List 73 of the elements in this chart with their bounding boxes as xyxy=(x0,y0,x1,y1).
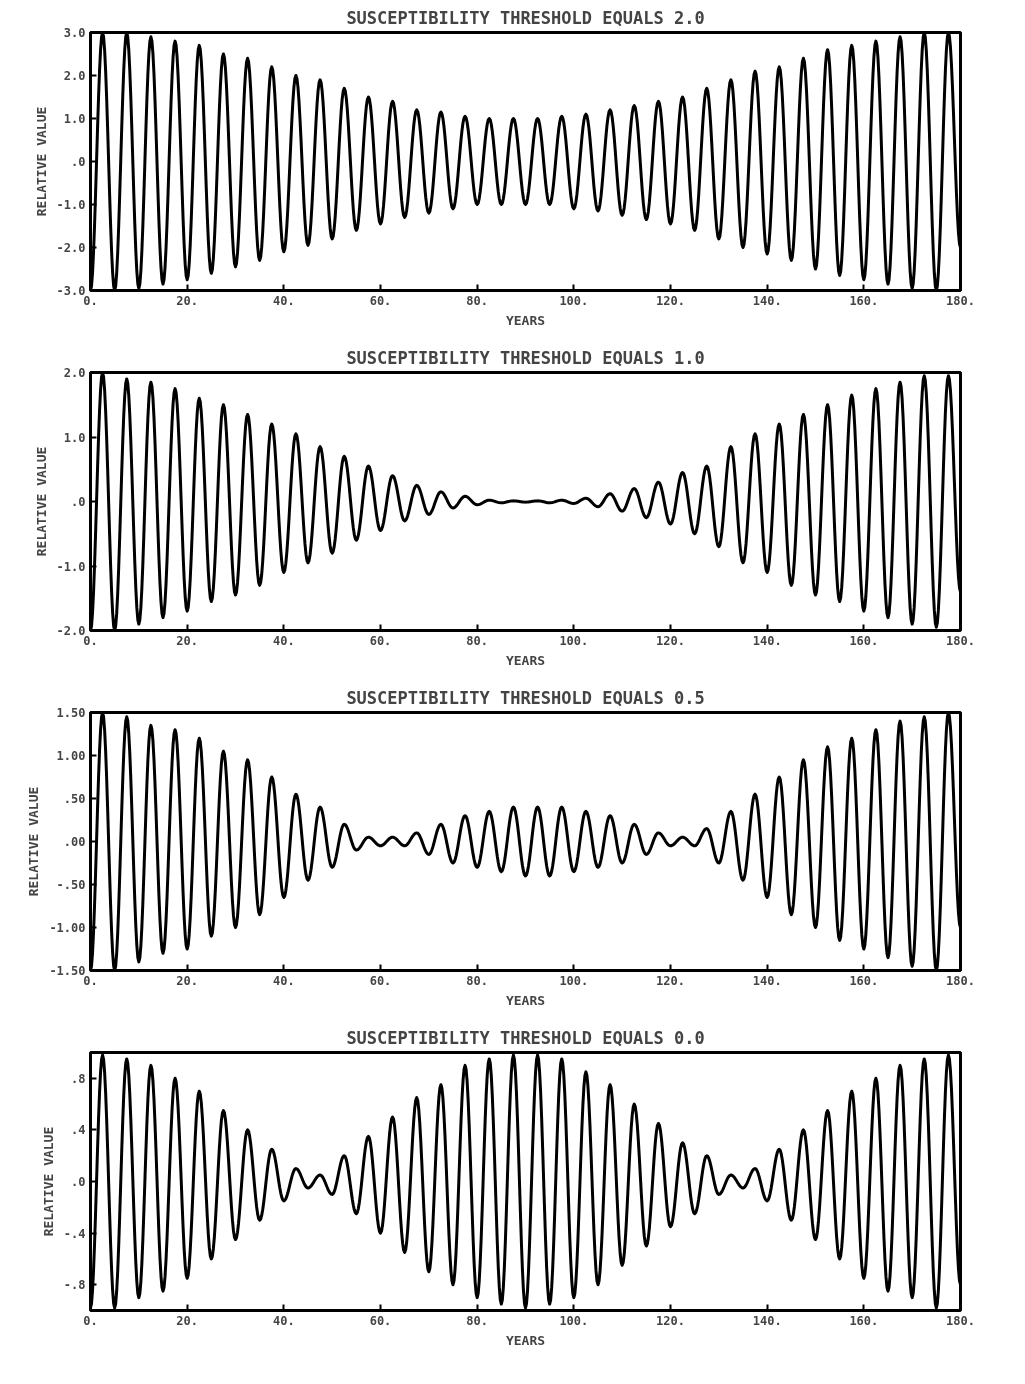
y-tick-label: 1.0 xyxy=(63,112,86,126)
x-tick-label: 140. xyxy=(752,1313,782,1328)
x-tick-label: 100. xyxy=(559,1313,589,1328)
x-tick-label: 0. xyxy=(83,1313,98,1328)
x-tick-label: 120. xyxy=(656,293,685,308)
y-tick-label: .0 xyxy=(71,1175,86,1189)
y-tick-label: 2.0 xyxy=(63,69,86,83)
x-tick-label: 40. xyxy=(273,1313,295,1328)
chart-title: SUSCEPTIBILITY THRESHOLD EQUALS 2.0 xyxy=(346,7,705,28)
x-tick-label: 60. xyxy=(369,293,392,308)
x-tick-label: 100. xyxy=(559,633,589,648)
y-tick-label: 1.0 xyxy=(63,430,86,445)
x-tick-label: 160. xyxy=(849,1313,879,1328)
x-tick-label: 180. xyxy=(946,293,975,308)
x-tick-label: 120. xyxy=(656,973,685,988)
x-tick-label: 20. xyxy=(176,293,199,308)
x-tick-label: 0. xyxy=(83,293,98,308)
chart-title: SUSCEPTIBILITY THRESHOLD EQUALS 1.0 xyxy=(346,347,705,368)
x-tick-label: 80. xyxy=(466,293,489,308)
y-tick-label: -1.0 xyxy=(56,198,86,212)
x-tick-label: 0. xyxy=(83,973,98,988)
x-tick-label: 0. xyxy=(83,633,98,648)
x-tick-label: 140. xyxy=(752,973,782,988)
y-axis-title: RELATIVE VALUE xyxy=(33,446,49,557)
y-tick-label: -.8 xyxy=(63,1278,86,1293)
y-tick-label: .4 xyxy=(71,1123,86,1138)
x-axis-title: YEARS xyxy=(505,992,546,1008)
y-tick-label: 2.0 xyxy=(63,366,86,380)
chart-title: SUSCEPTIBILITY THRESHOLD EQUALS 0.0 xyxy=(346,1027,705,1048)
x-tick-label: 40. xyxy=(273,633,295,648)
y-tick-label: -.4 xyxy=(63,1226,86,1241)
x-tick-label: 120. xyxy=(656,633,685,648)
x-tick-label: 140. xyxy=(752,633,782,648)
y-tick-label: .0 xyxy=(71,155,86,169)
x-tick-label: 100. xyxy=(559,293,589,308)
y-tick-label: -.50 xyxy=(56,878,86,892)
x-tick-label: 140. xyxy=(752,293,782,308)
y-axis-title: RELATIVE VALUE xyxy=(33,106,49,217)
y-axis-title: RELATIVE VALUE xyxy=(26,786,42,897)
y-tick-label: 3.0 xyxy=(63,26,86,40)
x-tick-label: 20. xyxy=(176,1313,199,1328)
x-tick-label: 160. xyxy=(849,293,879,308)
x-tick-label: 100. xyxy=(559,973,589,988)
x-tick-label: 80. xyxy=(466,1313,489,1328)
y-tick-label: -1.00 xyxy=(49,921,86,935)
x-axis-title: YEARS xyxy=(505,652,546,668)
x-tick-label: 20. xyxy=(176,633,199,648)
y-axis-title: RELATIVE VALUE xyxy=(40,1126,56,1237)
y-tick-label: -2.0 xyxy=(56,241,86,255)
x-tick-label: 120. xyxy=(656,1313,685,1328)
y-tick-label: .50 xyxy=(63,792,86,806)
x-tick-label: 60. xyxy=(369,1313,392,1328)
y-tick-label: -1.0 xyxy=(56,559,86,574)
x-tick-label: 160. xyxy=(849,633,879,648)
x-tick-label: 20. xyxy=(176,973,199,988)
x-axis-title: YEARS xyxy=(505,1332,546,1348)
x-tick-label: 180. xyxy=(946,973,975,988)
x-tick-label: 60. xyxy=(369,633,392,648)
y-tick-label: .8 xyxy=(71,1071,86,1086)
x-tick-label: 80. xyxy=(466,973,489,988)
y-tick-label: .0 xyxy=(71,495,86,509)
x-tick-label: 180. xyxy=(946,633,975,648)
y-tick-label: 1.00 xyxy=(56,749,86,763)
y-tick-label: .00 xyxy=(63,835,86,849)
x-tick-label: 80. xyxy=(466,633,489,648)
x-tick-label: 160. xyxy=(849,973,879,988)
y-tick-label: 1.50 xyxy=(56,706,86,720)
x-tick-label: 40. xyxy=(273,293,295,308)
chart-title: SUSCEPTIBILITY THRESHOLD EQUALS 0.5 xyxy=(346,687,705,708)
x-tick-label: 180. xyxy=(946,1313,975,1328)
x-tick-label: 40. xyxy=(273,973,295,988)
x-tick-label: 60. xyxy=(369,973,392,988)
x-axis-title: YEARS xyxy=(505,312,546,328)
